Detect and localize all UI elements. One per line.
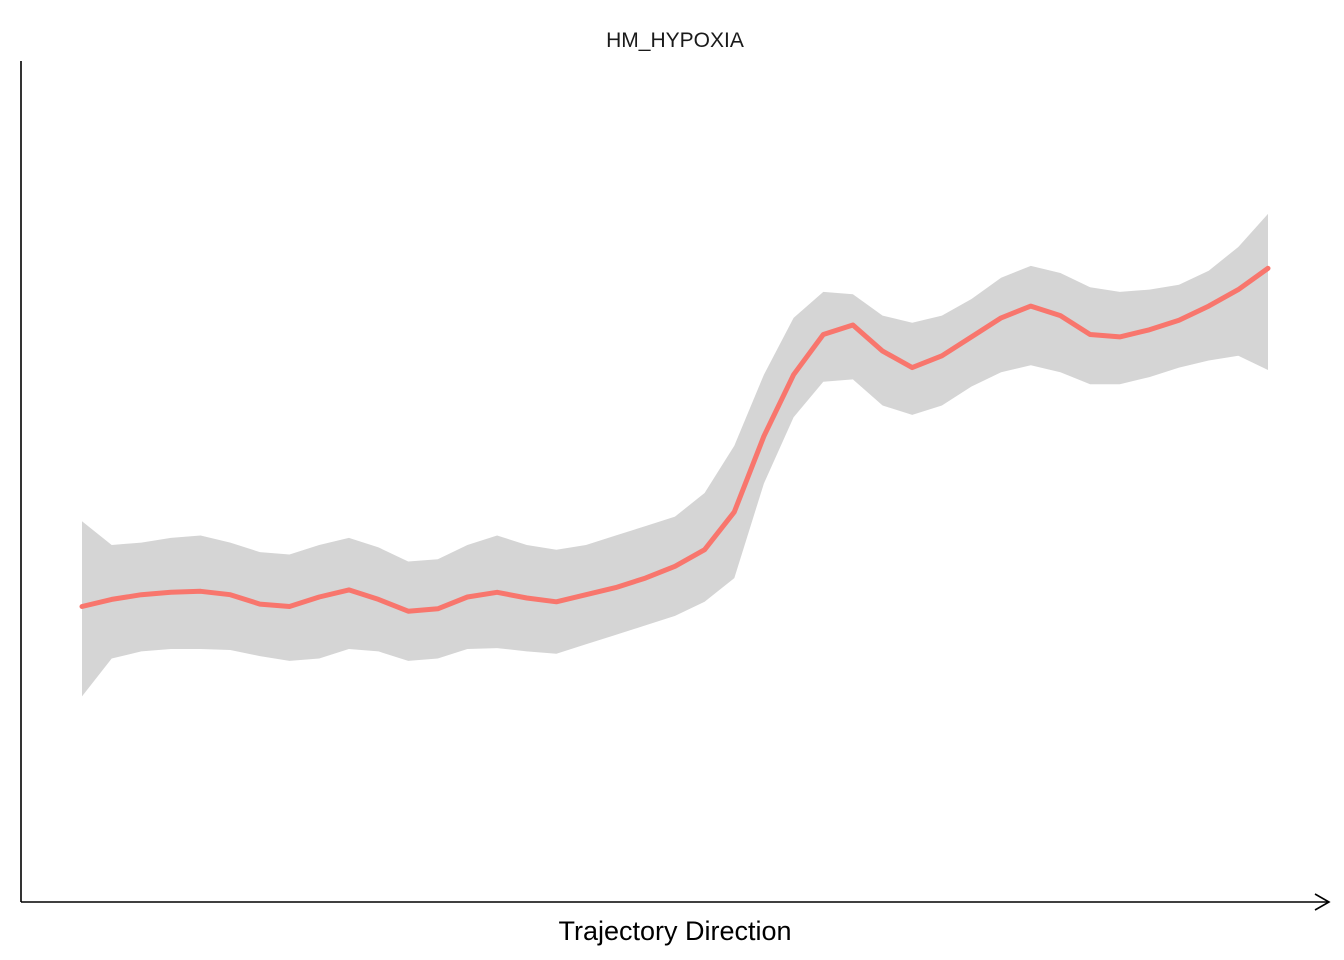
plot-area: [79, 213, 1271, 697]
trend-line: [79, 265, 1271, 614]
x-axis-arrowhead: [1314, 893, 1331, 911]
chart-title: HM_HYPOXIA: [606, 29, 744, 52]
x-axis-label: Trajectory Direction: [558, 916, 791, 946]
confidence-ribbon: [82, 213, 1268, 697]
